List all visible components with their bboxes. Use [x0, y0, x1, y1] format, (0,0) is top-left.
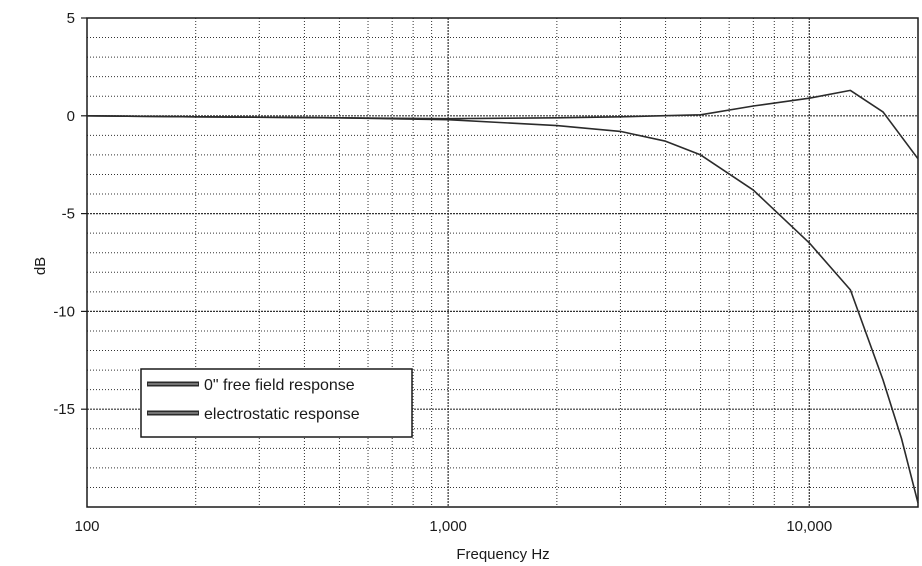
legend-label-electrostatic: electrostatic response	[204, 406, 360, 423]
x-axis-ticks: 100 1,000 10,000	[74, 518, 832, 535]
x-tick-label: 1,000	[429, 518, 467, 535]
legend-label-free-field: 0" free field response	[204, 377, 355, 394]
x-tick-label: 10,000	[786, 518, 832, 535]
y-tick-label: 0	[67, 108, 75, 125]
x-tick-label: 100	[74, 518, 99, 535]
y-tick-label: 5	[67, 10, 75, 27]
y-axis-title: dB	[32, 257, 49, 275]
series-line-electrostatic	[86, 115, 919, 504]
x-axis-title: Frequency Hz	[456, 546, 549, 563]
legend-box	[140, 368, 413, 438]
y-tick-label: -10	[53, 303, 75, 320]
y-axis-ticks: 5 0 -5 -10 -15	[53, 10, 87, 418]
y-tick-label: -5	[62, 206, 75, 223]
legend: 0" free field response electrostatic res…	[140, 368, 413, 438]
grid	[87, 18, 918, 507]
y-tick-label: -15	[53, 401, 75, 418]
plot-frame	[86, 17, 919, 508]
series-layer	[86, 89, 919, 504]
